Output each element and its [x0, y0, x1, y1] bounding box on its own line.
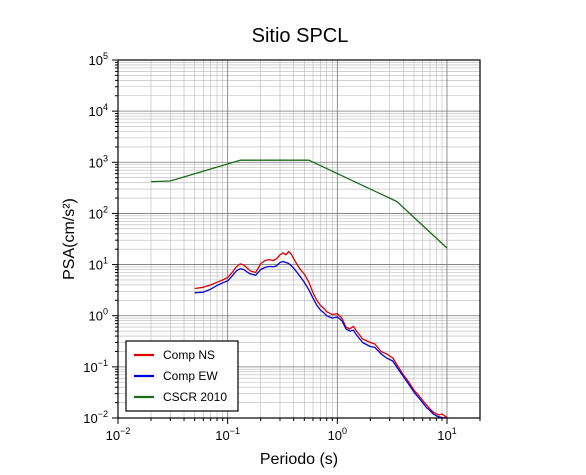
x-tick-label: 100 [328, 426, 347, 443]
x-tick-label: 10−2 [106, 426, 131, 443]
series-line-comp-ew [194, 260, 448, 419]
chart-title: Sitio SPCL [252, 25, 349, 47]
y-tick-label: 10−1 [83, 358, 108, 375]
y-tick-label: 104 [89, 102, 108, 119]
legend: Comp NS Comp EW CSCR 2010 [125, 340, 239, 412]
ticks-layer [112, 59, 481, 424]
series-layer [150, 159, 448, 419]
y-axis-title: PSA(cm/s²) [61, 198, 78, 280]
x-tick-labels: 10−2 10−1 100 101 [106, 426, 457, 443]
plot-frame [117, 59, 481, 419]
legend-label: Comp EW [163, 369, 218, 383]
x-tick-label: 10−1 [215, 426, 240, 443]
legend-label: Comp NS [163, 348, 215, 362]
y-tick-label: 105 [89, 51, 108, 68]
y-tick-label: 102 [89, 204, 108, 221]
y-tick-label: 101 [89, 256, 108, 273]
y-tick-labels: 10−2 10−1 100 101 102 103 104 105 [83, 51, 108, 426]
y-tick-label: 103 [89, 153, 108, 170]
legend-label: CSCR 2010 [163, 390, 227, 404]
series-line-cscr-2010 [150, 159, 448, 249]
y-tick-label: 10−2 [83, 409, 108, 426]
grid-minor [118, 60, 481, 418]
x-tick-label: 101 [437, 426, 456, 443]
series-line-comp-ns [194, 250, 448, 418]
x-axis-title: Periodo (s) [260, 451, 338, 468]
y-tick-label: 100 [89, 307, 108, 324]
